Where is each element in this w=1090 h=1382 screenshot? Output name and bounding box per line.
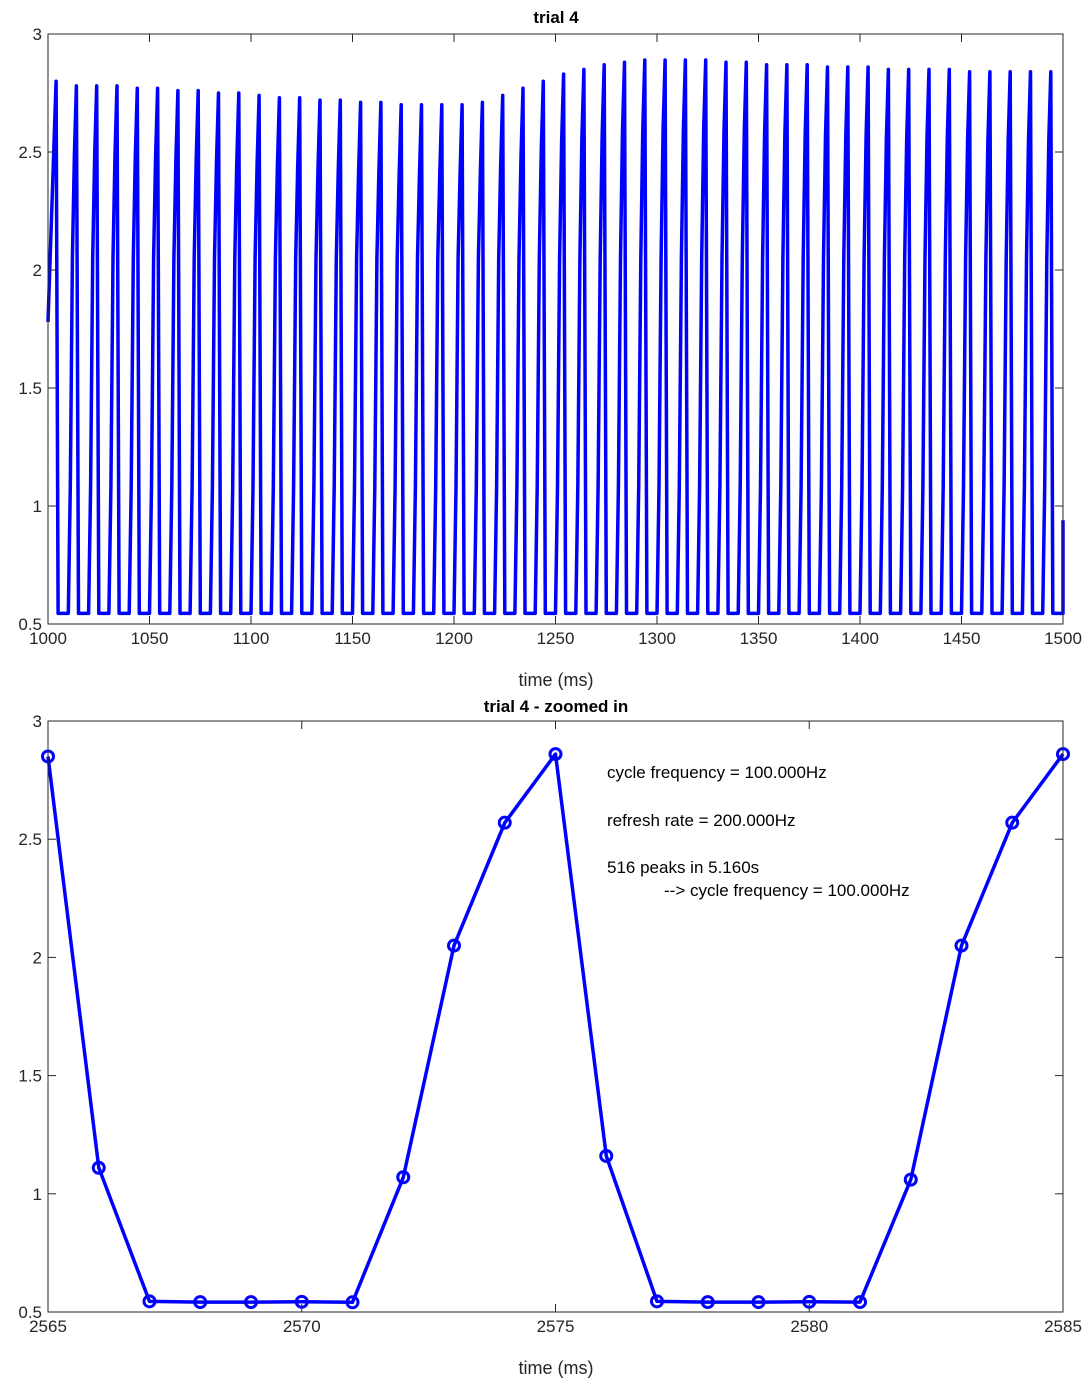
top-x-tick-label: 1350 [740,629,778,648]
bottom-series-point [396,1170,411,1185]
top-series-line [46,58,1065,616]
top-plot-area [46,58,1065,616]
top-x-tick-label: 1100 [233,629,270,648]
bottom-plot-area [41,747,1070,1310]
bottom-series-line [46,752,1065,1305]
bottom-series-point [244,1295,258,1310]
bottom-y-tick-label: 0.5 [18,1303,42,1322]
annotation-cycle-frequency: cycle frequency = 100.000Hz [607,763,827,782]
top-axes: trial 4 1000 1050 1100 1150 1200 1250 1300 1350… [18,8,1082,690]
annotation-refresh-rate: refresh rate = 200.000Hz [607,811,796,830]
bottom-x-tick-label: 2575 [537,1317,575,1336]
top-x-tick-label: 1200 [435,629,473,648]
top-axes-ticks: 1000 1050 1100 1150 1200 1250 1300 1350 1400 1450… [18,25,1082,648]
bottom-series-point [497,815,512,830]
bottom-x-tick-label: 2565 [29,1317,67,1336]
bottom-series-point [91,1160,106,1175]
top-x-tick-label: 1500 [1044,629,1082,648]
bottom-y-tick-label: 1 [33,1185,42,1204]
bottom-series-point [193,1295,208,1310]
bottom-x-tick-label: 2570 [283,1317,321,1336]
bottom-axes-box [47,720,1064,1313]
top-axes-title: trial 4 [533,8,579,27]
top-x-tick-label: 1300 [638,629,676,648]
bottom-y-tick-label: 2.5 [18,830,42,849]
top-x-tick-label: 1400 [841,629,879,648]
bottom-series-point [548,747,563,762]
top-x-axis-label: time (ms) [519,670,594,690]
top-y-tick-label: 3 [33,25,42,44]
bottom-series-point [1005,815,1020,830]
annotation-derived-frequency: --> cycle frequency = 100.000Hz [664,881,910,900]
top-x-tick-label: 1150 [334,629,371,648]
top-y-tick-label: 2.5 [18,143,42,162]
top-y-tick-label: 1.5 [18,379,42,398]
bottom-series-point [142,1294,157,1309]
bottom-series-point [345,1295,360,1310]
top-y-tick-label: 0.5 [18,615,42,634]
bottom-series-point [903,1172,918,1187]
bottom-x-tick-label: 2585 [1044,1317,1082,1336]
bottom-y-tick-label: 1.5 [18,1067,42,1086]
bottom-series-point [650,1294,664,1309]
bottom-axes-title: trial 4 - zoomed in [484,697,629,716]
bottom-y-tick-label: 3 [33,712,42,731]
bottom-series-point [853,1295,867,1310]
annotation-peak-count: 516 peaks in 5.160s [607,858,759,877]
top-y-tick-label: 2 [33,261,42,280]
top-x-tick-label: 1000 [29,629,67,648]
bottom-axes-ticks: 2565 2570 2575 2580 2585 0.5 1 1.5 2 2.5 3 [18,712,1082,1336]
bottom-series-point [751,1295,766,1310]
annotation-block: cycle frequency = 100.000Hz refresh rate… [607,763,910,900]
bottom-x-tick-label: 2580 [790,1317,828,1336]
top-x-tick-label: 1050 [131,629,169,648]
bottom-y-tick-label: 2 [33,948,42,967]
top-y-tick-label: 1 [33,497,42,516]
bottom-series-point [447,938,461,953]
top-x-tick-label: 1250 [537,629,575,648]
bottom-x-axis-label: time (ms) [519,1358,594,1378]
top-x-tick-label: 1450 [943,629,981,648]
bottom-series-point [599,1148,614,1163]
bottom-series-point [700,1295,715,1310]
bottom-series-point [954,938,969,953]
bottom-axes: trial 4 - zoomed in 2565 2570 2575 2580 2585… [18,697,1082,1378]
